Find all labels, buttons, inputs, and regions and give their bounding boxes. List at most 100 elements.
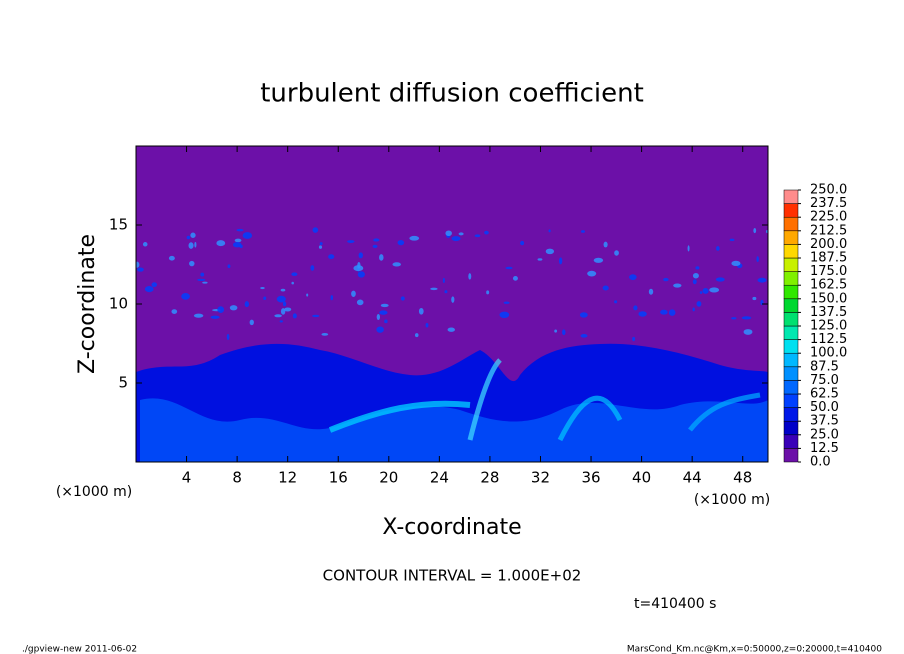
blob [603, 241, 608, 248]
colorbar-label: 100.0 [810, 346, 847, 361]
blob [276, 295, 286, 303]
blob [263, 296, 267, 301]
blob [614, 300, 618, 304]
blob [699, 291, 703, 294]
colorbar-band [783, 366, 799, 381]
y-axis-label: Z-coordinate [75, 234, 100, 374]
blob [347, 240, 355, 243]
blob [687, 245, 690, 252]
colorbar-band [783, 298, 799, 313]
field [136, 146, 768, 462]
blob [579, 312, 588, 318]
blob [380, 303, 389, 308]
blob [260, 286, 265, 290]
blob [587, 270, 597, 277]
colorbar-band [783, 380, 799, 395]
blob [753, 227, 757, 234]
blob [318, 245, 323, 249]
contour-note: CONTOUR INTERVAL = 1.000E+02 [323, 567, 582, 585]
blob [171, 309, 178, 314]
colorbar-band [783, 434, 799, 449]
blob [409, 235, 420, 241]
y-tick-label: 5 [118, 374, 128, 392]
blob [499, 311, 510, 319]
blob [321, 333, 329, 336]
blob [554, 329, 558, 333]
colorbar-band [783, 257, 799, 272]
blob [236, 228, 244, 232]
x-tick-label: 48 [733, 469, 752, 487]
colorbar-label: 37.5 [810, 414, 839, 429]
colorbar-label: 175.0 [810, 264, 847, 279]
blob [353, 265, 364, 272]
blob [292, 313, 297, 319]
blob [756, 256, 759, 263]
blob [660, 309, 668, 315]
blob [397, 240, 405, 246]
blob [520, 240, 525, 246]
blob [692, 307, 695, 312]
colorbar-band [783, 284, 799, 300]
blob [168, 255, 175, 261]
blob [614, 250, 619, 256]
blob [474, 234, 481, 238]
blob [451, 236, 461, 242]
blob [741, 316, 752, 320]
colorbar-label: 187.5 [810, 251, 847, 266]
blob [695, 266, 700, 270]
blob [537, 258, 543, 261]
blob [425, 322, 429, 328]
colorbar-label: 12.5 [810, 441, 839, 456]
blob [137, 267, 144, 272]
blob [702, 288, 709, 294]
blob [692, 272, 699, 279]
blob [312, 314, 320, 318]
blob [692, 279, 697, 285]
colorbar-band [783, 420, 799, 436]
colorbar-label: 212.5 [810, 223, 847, 238]
x-tick-label: 44 [683, 469, 702, 487]
blob [189, 260, 195, 267]
blob [418, 307, 424, 315]
colorbar-label: 125.0 [810, 319, 847, 334]
blob [190, 232, 196, 238]
blob [716, 246, 720, 251]
blob [193, 313, 204, 318]
colorbar-band [783, 271, 799, 286]
blob [357, 271, 365, 278]
blob [545, 248, 555, 255]
blob [376, 326, 384, 333]
blob [210, 315, 220, 319]
footer: MarsCond_Km.nc@Km,x=0:50000,z=0:20000,t=… [627, 645, 882, 654]
blob [580, 333, 588, 338]
x-axis-label: X-coordinate [382, 515, 521, 540]
blob [227, 264, 231, 269]
blob [284, 307, 292, 312]
colorbar-label: 75.0 [810, 373, 839, 388]
x-tick-label: 20 [379, 469, 398, 487]
colorbar-label: 150.0 [810, 291, 847, 306]
blob [548, 229, 551, 233]
blob [242, 232, 253, 239]
streak [328, 400, 471, 433]
blob [379, 254, 384, 261]
blob [226, 333, 230, 341]
blob [217, 306, 225, 314]
blob [743, 329, 753, 335]
blob [202, 281, 208, 284]
blob [351, 290, 356, 297]
blob [280, 288, 286, 292]
blob [638, 311, 647, 317]
blob [232, 242, 242, 248]
footer: ./gpview-new 2011-06-02 [22, 645, 137, 654]
blob [188, 242, 194, 249]
blob [512, 275, 518, 281]
blob [384, 319, 388, 324]
time-note: t=410400 s [634, 596, 716, 612]
blob [602, 285, 609, 291]
colorbar-band [783, 448, 799, 463]
colorbar-label: 87.5 [810, 359, 839, 374]
blob [673, 283, 682, 288]
blob [142, 242, 148, 247]
